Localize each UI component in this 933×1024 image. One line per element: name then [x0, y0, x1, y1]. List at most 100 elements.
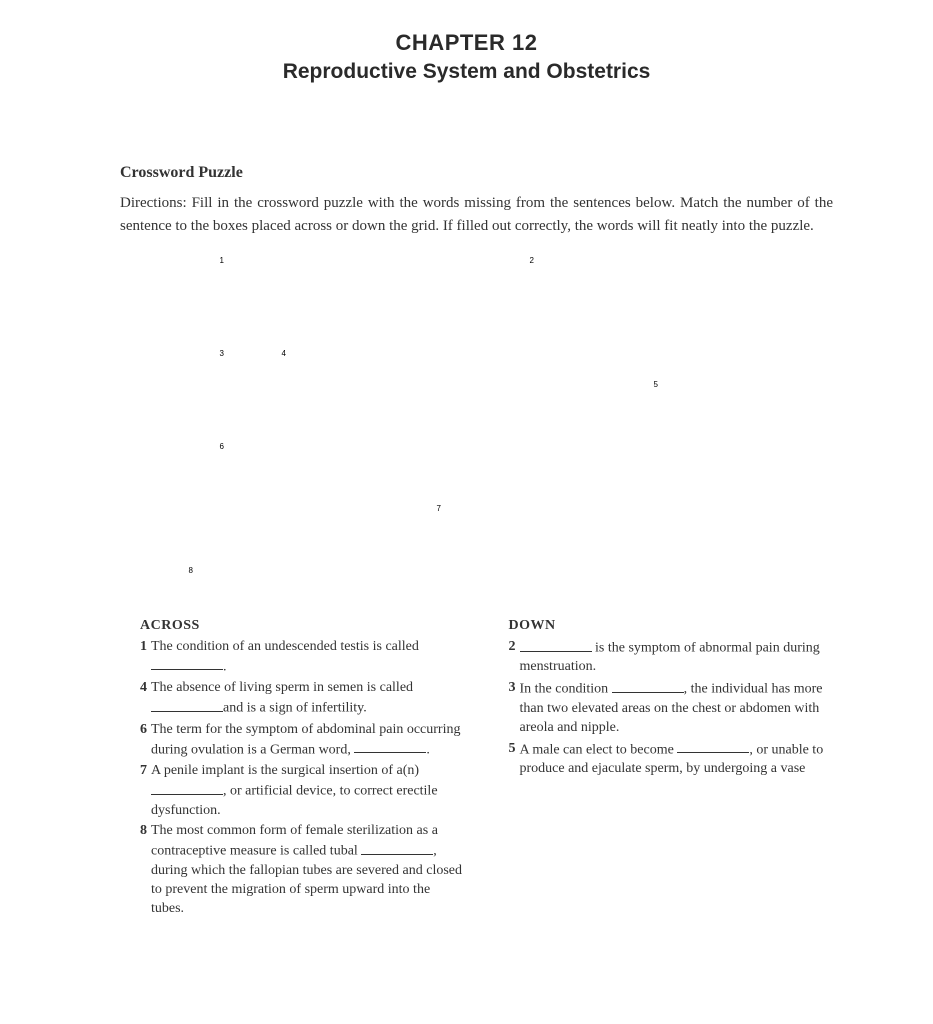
crossword-cell[interactable]: [498, 350, 529, 381]
crossword-cell[interactable]: 1: [219, 257, 250, 288]
crossword-cell[interactable]: [529, 505, 560, 536]
empty-cell: [622, 474, 653, 505]
crossword-cell[interactable]: [467, 443, 498, 474]
empty-cell: [684, 350, 715, 381]
crossword-cell[interactable]: [715, 505, 746, 536]
empty-cell: [188, 505, 219, 536]
fill-blank[interactable]: [151, 781, 223, 795]
fill-blank[interactable]: [151, 657, 223, 671]
crossword-cell[interactable]: [591, 505, 622, 536]
empty-cell: [560, 474, 591, 505]
crossword-cell[interactable]: 7: [436, 505, 467, 536]
crossword-cell[interactable]: [529, 567, 560, 598]
crossword-cell[interactable]: [498, 505, 529, 536]
crossword-cell[interactable]: [529, 474, 560, 505]
crossword-cell[interactable]: [250, 443, 281, 474]
fill-blank[interactable]: [151, 698, 223, 712]
empty-cell: [622, 381, 653, 412]
fill-blank[interactable]: [361, 841, 433, 855]
crossword-cell[interactable]: [653, 474, 684, 505]
crossword-cell[interactable]: [219, 412, 250, 443]
crossword-cell[interactable]: [374, 257, 405, 288]
crossword-cell[interactable]: [250, 567, 281, 598]
crossword-cell[interactable]: [560, 350, 591, 381]
crossword-cell[interactable]: [343, 443, 374, 474]
crossword-cell[interactable]: [219, 505, 250, 536]
crossword-cell[interactable]: [591, 257, 622, 288]
crossword-cell[interactable]: [560, 257, 591, 288]
crossword-cell[interactable]: [560, 505, 591, 536]
empty-cell: [250, 536, 281, 567]
clue-text: The term for the symptom of abdominal pa…: [151, 721, 465, 760]
crossword-cell[interactable]: [343, 350, 374, 381]
crossword-cell[interactable]: [250, 257, 281, 288]
empty-cell: [188, 257, 219, 288]
crossword-cell[interactable]: [374, 443, 405, 474]
empty-cell: [219, 288, 250, 319]
fill-blank[interactable]: [354, 740, 426, 754]
crossword-cell[interactable]: [467, 257, 498, 288]
crossword-cell[interactable]: [219, 474, 250, 505]
crossword-cell[interactable]: [529, 443, 560, 474]
crossword-cell[interactable]: [312, 443, 343, 474]
empty-cell: [188, 288, 219, 319]
crossword-cell[interactable]: [312, 567, 343, 598]
crossword-cell[interactable]: [467, 505, 498, 536]
crossword-cell[interactable]: [498, 443, 529, 474]
fill-blank[interactable]: [677, 740, 749, 754]
crossword-cell[interactable]: [405, 350, 436, 381]
crossword-cell[interactable]: 2: [529, 257, 560, 288]
empty-cell: [467, 288, 498, 319]
crossword-cell[interactable]: [622, 505, 653, 536]
crossword-cell[interactable]: [591, 443, 622, 474]
crossword-cell[interactable]: 6: [219, 443, 250, 474]
fill-blank[interactable]: [612, 679, 684, 693]
crossword-cell[interactable]: [374, 567, 405, 598]
crossword-cell[interactable]: [405, 443, 436, 474]
crossword-cell[interactable]: [312, 350, 343, 381]
crossword-cell[interactable]: [343, 257, 374, 288]
crossword-cell[interactable]: [467, 350, 498, 381]
across-column: ACROSS 1The condition of an undescended …: [140, 618, 465, 920]
crossword-cell[interactable]: [219, 536, 250, 567]
clue-item: 5A male can elect to become , or unable …: [509, 740, 834, 779]
crossword-cell[interactable]: 3: [219, 350, 250, 381]
crossword-cell[interactable]: 8: [188, 567, 219, 598]
crossword-cell[interactable]: [281, 567, 312, 598]
crossword-cell[interactable]: [281, 443, 312, 474]
crossword-cell[interactable]: [529, 412, 560, 443]
crossword-cell[interactable]: [498, 257, 529, 288]
crossword-cell[interactable]: [219, 381, 250, 412]
empty-cell: [250, 319, 281, 350]
crossword-cell[interactable]: [312, 257, 343, 288]
crossword-cell[interactable]: [653, 505, 684, 536]
crossword-cell[interactable]: [436, 350, 467, 381]
empty-cell: [374, 319, 405, 350]
crossword-cell[interactable]: [653, 412, 684, 443]
empty-cell: [312, 412, 343, 443]
crossword-cell[interactable]: 4: [281, 350, 312, 381]
crossword-cell[interactable]: [374, 350, 405, 381]
crossword-cell[interactable]: [529, 381, 560, 412]
crossword-cell[interactable]: [622, 257, 653, 288]
crossword-cell[interactable]: [653, 536, 684, 567]
crossword-cell[interactable]: [281, 257, 312, 288]
crossword-cell[interactable]: [436, 443, 467, 474]
crossword-cell[interactable]: [405, 257, 436, 288]
crossword-cell[interactable]: [529, 536, 560, 567]
crossword-cell[interactable]: [684, 505, 715, 536]
crossword-cell[interactable]: [529, 288, 560, 319]
crossword-cell[interactable]: 5: [653, 381, 684, 412]
crossword-cell[interactable]: [529, 350, 560, 381]
crossword-cell[interactable]: [591, 350, 622, 381]
crossword-cell[interactable]: [653, 567, 684, 598]
empty-cell: [498, 567, 529, 598]
crossword-cell[interactable]: [653, 443, 684, 474]
crossword-cell[interactable]: [343, 567, 374, 598]
crossword-cell[interactable]: [560, 443, 591, 474]
fill-blank[interactable]: [520, 638, 592, 652]
crossword-cell[interactable]: [219, 567, 250, 598]
empty-cell: [622, 536, 653, 567]
crossword-cell[interactable]: [529, 319, 560, 350]
crossword-cell[interactable]: [436, 257, 467, 288]
